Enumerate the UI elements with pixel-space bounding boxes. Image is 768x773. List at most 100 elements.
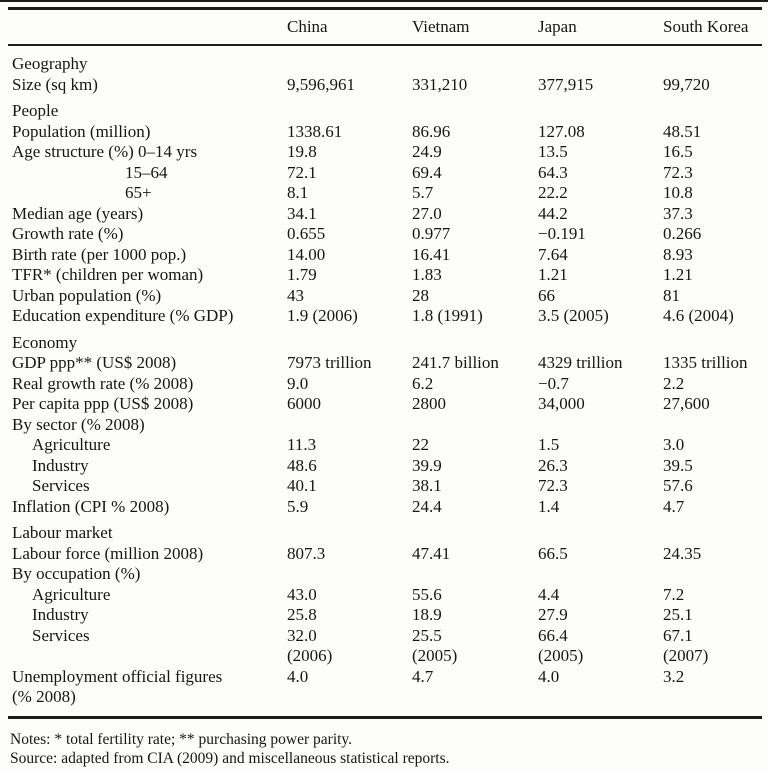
table-body: Geography Size (sq km) 9,596,961 331,210 377… bbox=[8, 46, 762, 708]
cell-japan: 44.2 bbox=[538, 203, 568, 223]
column-header-japan: Japan bbox=[538, 17, 577, 36]
cell-vietnam: 25.5 (2005) bbox=[412, 625, 458, 666]
row-label: TFR* (children per woman) bbox=[12, 265, 204, 284]
table-footnotes: Notes: * total fertility rate; ** purcha… bbox=[8, 730, 762, 768]
cell-china: 34.1 bbox=[287, 203, 317, 223]
cell-japan: 64.3 bbox=[538, 162, 568, 182]
cell-china: 25.8 bbox=[287, 605, 317, 624]
row-label: Inflation (CPI % 2008) bbox=[12, 496, 170, 516]
cell-vietnam: 24.9 bbox=[412, 142, 442, 161]
cell-vietnam: 6.2 bbox=[412, 373, 434, 393]
table-row: Urban population (%) 43 28 66 81 bbox=[8, 286, 762, 307]
row-label: Real growth rate (% 2008) bbox=[12, 373, 194, 393]
cell-china: 48.6 bbox=[287, 455, 317, 475]
cell-south-korea: 1335 trillion bbox=[663, 353, 748, 372]
row-label: Agriculture bbox=[32, 435, 111, 454]
cell-south-korea: 27,600 bbox=[663, 394, 710, 413]
cell-south-korea: 67.1 (2007) bbox=[663, 625, 709, 666]
notes-line: Notes: * total fertility rate; ** purcha… bbox=[10, 730, 353, 748]
cell-japan: 34,000 bbox=[538, 394, 585, 413]
table-row: Industry 48.6 39.9 26.3 39.5 bbox=[8, 456, 762, 477]
row-label: Education expenditure (% GDP) bbox=[12, 306, 234, 325]
cell-south-korea: 25.1 bbox=[663, 605, 693, 624]
cell-japan: 72.3 bbox=[538, 476, 568, 495]
cell-vietnam: 39.9 bbox=[412, 455, 442, 475]
cell-south-korea: 8.93 bbox=[663, 244, 693, 264]
top-edge-rule bbox=[0, 0, 768, 2]
cell-japan: 22.2 bbox=[538, 183, 568, 202]
cell-china: 9.0 bbox=[287, 373, 309, 393]
cell-south-korea: 39.5 bbox=[663, 455, 693, 475]
cell-china: 14.00 bbox=[287, 244, 326, 264]
cell-south-korea: 57.6 bbox=[663, 476, 693, 495]
cell-vietnam: 2800 bbox=[412, 394, 446, 413]
table-row: Agriculture 11.3 22 1.5 3.0 bbox=[8, 435, 762, 456]
row-label: Population (million) bbox=[12, 121, 151, 141]
section-title-geography: Geography bbox=[12, 54, 88, 73]
cell-china: 1338.61 bbox=[287, 121, 343, 141]
cell-japan: −0.7 bbox=[538, 373, 569, 393]
row-label: Labour force (million 2008) bbox=[12, 543, 204, 563]
cell-south-korea: 16.5 bbox=[663, 142, 693, 161]
statistics-table-page: China Vietnam Japan South Korea Geograph… bbox=[0, 7, 768, 768]
cell-south-korea: 1.21 bbox=[663, 265, 693, 284]
row-label: GDP ppp** (US$ 2008) bbox=[12, 353, 177, 372]
row-label: Unemployment official figures (% 2008) bbox=[12, 666, 223, 707]
row-label: By sector (% 2008) bbox=[12, 414, 145, 434]
cell-vietnam: 27.0 bbox=[412, 203, 442, 223]
cell-vietnam: 55.6 bbox=[412, 584, 442, 604]
column-header-south-korea: South Korea bbox=[663, 17, 749, 36]
row-label: Birth rate (per 1000 pop.) bbox=[12, 244, 187, 264]
cell-japan: 7.64 bbox=[538, 244, 568, 264]
cell-vietnam: 18.9 bbox=[412, 605, 442, 624]
cell-vietnam: 1.83 bbox=[412, 265, 442, 284]
cell-vietnam: 5.7 bbox=[412, 183, 434, 202]
table-row: Median age (years) 34.1 27.0 44.2 37.3 bbox=[8, 204, 762, 225]
cell-south-korea: 99,720 bbox=[663, 74, 710, 94]
cell-south-korea: 24.35 bbox=[663, 543, 702, 563]
cell-japan: 127.08 bbox=[538, 121, 585, 141]
cell-vietnam: 86.96 bbox=[412, 121, 451, 141]
cell-japan: 26.3 bbox=[538, 455, 568, 475]
row-label: Services bbox=[32, 476, 90, 495]
table-row: Birth rate (per 1000 pop.) 14.00 16.41 7.64… bbox=[8, 245, 762, 266]
cell-china: 8.1 bbox=[287, 183, 309, 202]
cell-vietnam: 16.41 bbox=[412, 244, 451, 264]
cell-japan: 13.5 bbox=[538, 142, 568, 161]
cell-vietnam: 4.7 bbox=[412, 666, 434, 686]
cell-china: 1.79 bbox=[287, 265, 317, 284]
row-label: Agriculture bbox=[32, 584, 111, 604]
table-row: GDP ppp** (US$ 2008) 7973 trillion 241.7 b… bbox=[8, 353, 762, 374]
table-row: Education expenditure (% GDP) 1.9 (2006) 1… bbox=[8, 306, 762, 327]
row-label: Size (sq km) bbox=[12, 74, 98, 94]
section-title-row-geography: Geography bbox=[8, 54, 762, 75]
table-row: Services 40.1 38.1 72.3 57.6 bbox=[8, 476, 762, 497]
table-row: Population (million) 1338.61 86.96 127.08 48… bbox=[8, 122, 762, 143]
header-separator-rule bbox=[8, 44, 762, 46]
row-label: Age structure (%) 0–14 yrs bbox=[12, 142, 198, 161]
cell-south-korea: 37.3 bbox=[663, 203, 693, 223]
cell-vietnam: 38.1 bbox=[412, 476, 442, 495]
cell-china: 1.9 (2006) bbox=[287, 306, 358, 325]
cell-vietnam: 47.41 bbox=[412, 543, 451, 563]
cell-japan: 3.5 (2005) bbox=[538, 306, 609, 325]
row-label: Services bbox=[32, 625, 90, 645]
cell-vietnam: 241.7 billion bbox=[412, 353, 499, 372]
cell-japan: 4329 trillion bbox=[538, 353, 623, 372]
cell-china: 32.0 (2006) bbox=[287, 625, 333, 666]
table-row: Age structure (%) 0–14 yrs 19.8 24.9 13.5 16… bbox=[8, 142, 762, 163]
cell-china: 9,596,961 bbox=[287, 74, 355, 94]
table-row: Agriculture 43.0 55.6 4.4 7.2 bbox=[8, 585, 762, 606]
section-title-labour-market: Labour market bbox=[12, 523, 113, 542]
cell-japan: 66.4 (2005) bbox=[538, 625, 584, 666]
cell-south-korea: 81 bbox=[663, 285, 680, 305]
row-label: Growth rate (%) bbox=[12, 224, 124, 243]
cell-china: 43.0 bbox=[287, 584, 317, 604]
table-row: Unemployment official figures (% 2008) 4.0… bbox=[8, 667, 762, 708]
cell-vietnam: 24.4 bbox=[412, 496, 442, 516]
column-header-vietnam: Vietnam bbox=[412, 17, 470, 36]
section-title-row-people: People bbox=[8, 101, 762, 122]
cell-china: 19.8 bbox=[287, 142, 317, 161]
table-row: Inflation (CPI % 2008) 5.9 24.4 1.4 4.7 bbox=[8, 497, 762, 518]
cell-japan: 4.4 bbox=[538, 584, 560, 604]
